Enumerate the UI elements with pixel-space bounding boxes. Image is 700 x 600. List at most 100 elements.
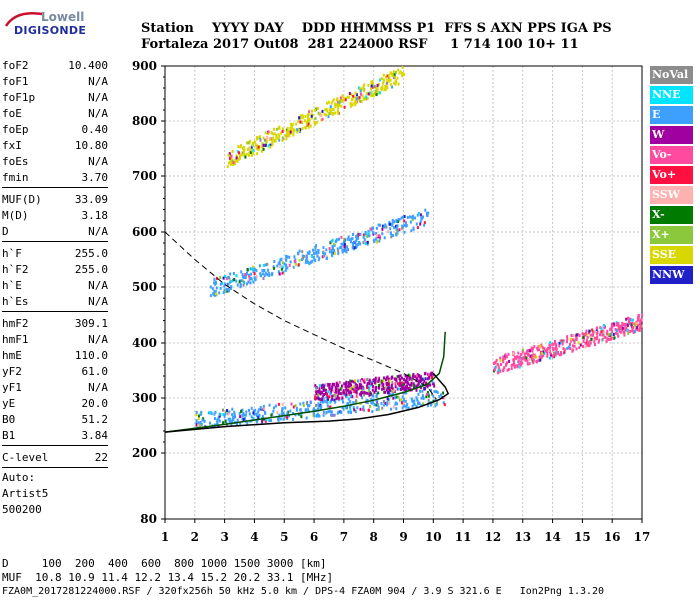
echo-point (284, 268, 287, 272)
echo-point (389, 222, 391, 226)
echo-point (250, 145, 253, 149)
echo-point (520, 362, 523, 365)
echo-point (584, 341, 587, 345)
echo-point (633, 322, 636, 326)
echo-point (247, 280, 250, 284)
echo-point (312, 408, 315, 412)
param-label: D (2, 225, 9, 238)
echo-point (505, 355, 508, 359)
echo-point (317, 393, 319, 397)
echo-point (239, 154, 241, 158)
y-tick-label: 300 (132, 391, 157, 405)
echo-point (215, 276, 218, 280)
echo-point (367, 92, 370, 96)
echo-point (231, 407, 234, 411)
echo-point (575, 338, 578, 341)
echo-point (337, 252, 340, 256)
echo-point (555, 347, 558, 351)
echo-point (219, 276, 222, 279)
echo-point (399, 381, 402, 385)
param-row: yE 20.0 (2, 395, 108, 411)
echo-point (305, 408, 307, 412)
echo-point (610, 336, 613, 340)
param-value: 10.400 (68, 59, 108, 72)
echo-point (627, 320, 630, 324)
echo-point (321, 383, 324, 387)
echo-point (500, 362, 502, 366)
echo-point (384, 84, 387, 88)
echo-point (285, 263, 288, 267)
echo-point (407, 373, 410, 377)
echo-point (262, 143, 265, 147)
y-tick-label: 600 (132, 225, 157, 239)
echo-point (268, 274, 271, 277)
echo-point (518, 355, 521, 359)
echo-point (434, 403, 437, 406)
echo-point (209, 421, 211, 425)
echo-point (618, 324, 621, 328)
param-row: h`Es N/A (2, 293, 108, 309)
echo-point (389, 231, 392, 235)
echo-point (222, 291, 225, 294)
echo-point (413, 399, 416, 403)
echo-point (337, 249, 340, 253)
y-tick-label: 700 (132, 169, 157, 183)
echo-point (385, 75, 387, 79)
echo-point (252, 280, 255, 284)
echo-point (375, 399, 378, 403)
echo-point (252, 141, 254, 145)
echo-point (590, 337, 593, 341)
echo-point (517, 351, 520, 355)
echo-point (239, 421, 242, 425)
echo-point (227, 417, 230, 421)
echo-point (584, 331, 587, 335)
echo-point (382, 81, 384, 85)
echo-point (431, 376, 433, 379)
echo-point (315, 244, 317, 248)
echo-point (324, 252, 327, 256)
echo-point (382, 73, 385, 77)
echo-point (200, 422, 203, 426)
echo-point (513, 355, 516, 359)
echo-point (253, 272, 256, 276)
echo-point (585, 338, 588, 342)
echo-point (419, 220, 422, 224)
echo-point (395, 233, 398, 237)
echo-point (605, 331, 608, 335)
echo-point (608, 337, 611, 341)
echo-point (362, 387, 365, 391)
echo-point (281, 409, 283, 413)
echo-point (317, 251, 320, 254)
echo-point (388, 76, 391, 80)
echo-point (403, 382, 406, 386)
echo-point (607, 332, 610, 336)
echo-point (281, 129, 284, 133)
echo-point (416, 213, 419, 217)
echo-point (241, 146, 244, 150)
polarization-legend: NoVal NNE E W Vo- Vo+ SSW X- X+ SSE NNW (650, 66, 693, 286)
echo-point (349, 408, 352, 412)
echo-point (426, 377, 429, 381)
echo-point (563, 348, 566, 352)
echo-point (325, 107, 328, 111)
echo-point (366, 378, 369, 381)
echo-point (584, 333, 587, 337)
echo-point (286, 126, 289, 130)
echo-point (410, 229, 413, 233)
echo-point (246, 422, 249, 426)
echo-point (278, 262, 281, 265)
echo-point (277, 136, 280, 140)
echo-point (261, 141, 264, 145)
echo-point (319, 400, 322, 404)
echo-point (340, 99, 343, 102)
echo-point (601, 337, 604, 341)
legend-item-e: E (650, 106, 693, 124)
echo-point (413, 402, 416, 406)
echo-point (357, 86, 360, 90)
echo-point (219, 286, 222, 290)
echo-point (537, 359, 540, 362)
echo-point (347, 410, 350, 414)
echo-point (267, 132, 270, 136)
echo-point (362, 235, 365, 239)
echo-point (420, 383, 423, 387)
